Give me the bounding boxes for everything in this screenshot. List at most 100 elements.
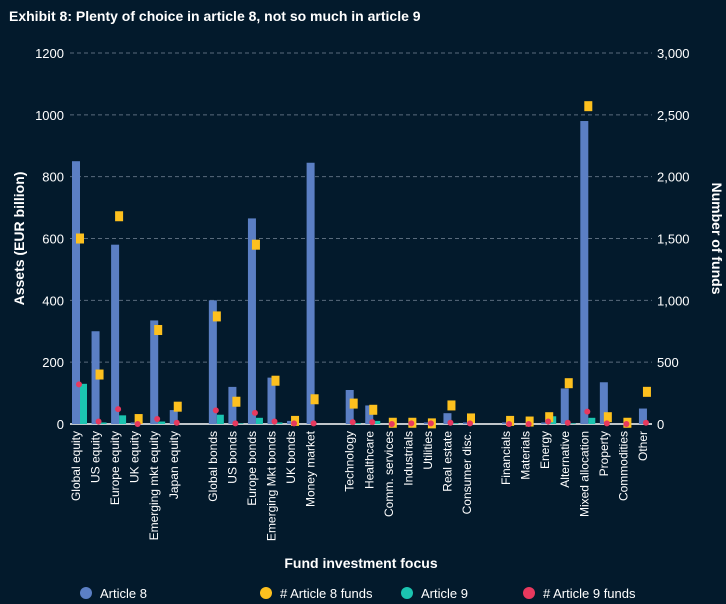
y2-tick-label: 2,500	[657, 108, 690, 123]
marker-article-9-funds	[427, 420, 434, 427]
marker-article-8-funds	[115, 211, 124, 222]
bar-article-9	[373, 420, 381, 424]
x-tick-label: Consumer disc.	[460, 431, 474, 514]
marker-article-9-funds	[95, 418, 102, 425]
legend-marker	[523, 587, 535, 599]
bar-article-9	[80, 383, 87, 424]
marker-article-8-funds	[232, 396, 241, 407]
bar-article-8	[599, 382, 608, 424]
bar-article-8	[169, 410, 178, 424]
marker-article-8-funds	[134, 414, 143, 425]
marker-article-8-funds	[584, 101, 593, 112]
y-tick-label: 600	[42, 232, 64, 247]
marker-article-9-funds	[388, 421, 395, 427]
bar-article-9	[451, 423, 459, 424]
legend-label: Article 8	[100, 586, 147, 601]
bar-article-8	[267, 377, 276, 424]
y-tick-label: 1000	[35, 108, 64, 123]
x-tick-label: Other	[636, 431, 650, 461]
marker-article-8-funds	[271, 375, 280, 386]
x-tick-label: Japan equity	[167, 431, 181, 499]
marker-article-9-funds	[408, 420, 415, 427]
x-tick-label: Real estate	[440, 431, 454, 492]
y-axis-title: Assets (EUR billion)	[11, 172, 27, 306]
bar-article-9	[568, 423, 576, 424]
marker-article-9-funds	[525, 421, 532, 427]
legend-label: # Article 9 funds	[543, 586, 636, 601]
bar-article-9	[119, 415, 127, 424]
legend-label: # Article 8 funds	[280, 586, 373, 601]
marker-article-9-funds	[310, 420, 317, 427]
marker-article-9-funds	[251, 409, 258, 416]
x-tick-label: Utilities	[421, 431, 435, 470]
x-tick-label: Emerging mkt equity	[147, 431, 161, 540]
marker-article-9-funds	[76, 381, 82, 388]
marker-article-9-funds	[545, 418, 552, 425]
y-tick-label: 200	[42, 355, 64, 370]
marker-article-9-funds	[623, 421, 630, 427]
bar-article-8	[306, 162, 315, 425]
legend-label: Article 9	[421, 586, 468, 601]
marker-article-8-funds	[564, 378, 573, 389]
x-tick-label: Healthcare	[362, 431, 376, 489]
x-tick-label: Industrials	[401, 431, 415, 486]
bar-article-9	[158, 421, 166, 424]
x-tick-label: UK equity	[128, 431, 142, 483]
y2-tick-label: 1,000	[657, 293, 690, 308]
marker-article-9-funds	[369, 419, 376, 426]
bar-article-8	[150, 320, 159, 424]
marker-article-9-funds	[447, 419, 454, 426]
marker-article-9-funds	[506, 421, 513, 427]
marker-article-9-funds	[291, 420, 298, 427]
x-tick-label: Materials	[519, 431, 533, 480]
y2-axis-title: Number of funds	[709, 183, 725, 295]
marker-article-8-funds	[545, 412, 554, 423]
bar-article-8	[208, 300, 217, 424]
y2-tick-label: 500	[657, 355, 679, 370]
y-tick-label: 400	[42, 293, 64, 308]
marker-article-9-funds	[232, 420, 239, 427]
marker-article-9-funds	[349, 419, 356, 426]
marker-article-9-funds	[603, 420, 610, 427]
bar-article-8	[111, 244, 120, 424]
chart-title: Exhibit 8: Plenty of choice in article 8…	[9, 8, 421, 24]
marker-article-8-funds	[95, 369, 104, 380]
marker-article-8-funds	[349, 398, 358, 409]
x-tick-label: Comm. services	[382, 431, 396, 517]
marker-article-8-funds	[642, 386, 651, 397]
y2-tick-label: 3,000	[657, 46, 690, 61]
x-tick-label: Technology	[343, 431, 357, 492]
marker-article-9-funds	[212, 407, 219, 414]
marker-article-9-funds	[584, 408, 591, 415]
marker-article-8-funds	[76, 233, 84, 244]
bar-article-8	[443, 413, 452, 424]
marker-article-8-funds	[447, 400, 456, 411]
marker-article-9-funds	[642, 419, 649, 426]
bar-article-9	[216, 414, 224, 424]
x-tick-label: Commodities	[616, 431, 630, 501]
bar-article-8	[247, 218, 256, 424]
marker-article-8-funds	[369, 404, 378, 415]
marker-article-9-funds	[154, 416, 161, 423]
y-tick-label: 1200	[35, 46, 64, 61]
x-tick-label: Emerging Mkt bonds	[265, 431, 279, 541]
x-tick-label: Energy	[538, 431, 552, 469]
marker-article-9-funds	[467, 420, 473, 427]
marker-article-8-funds	[154, 325, 163, 336]
bar-article-8	[638, 408, 647, 424]
marker-article-8-funds	[173, 401, 182, 412]
y-tick-label: 800	[42, 170, 64, 185]
x-tick-label: Europe equity	[108, 431, 122, 505]
x-tick-label: Europe bonds	[245, 431, 259, 506]
bar-article-9	[255, 417, 263, 424]
x-tick-label: Global bonds	[206, 431, 220, 502]
bar-article-8	[72, 161, 80, 425]
marker-article-8-funds	[251, 239, 260, 250]
marker-article-9-funds	[173, 419, 180, 426]
legend-marker	[401, 587, 413, 599]
x-tick-label: UK bonds	[284, 431, 298, 484]
x-tick-label: Property	[597, 431, 611, 476]
marker-article-9-funds	[134, 421, 141, 427]
legend-marker	[260, 587, 272, 599]
marker-article-9-funds	[115, 406, 122, 413]
